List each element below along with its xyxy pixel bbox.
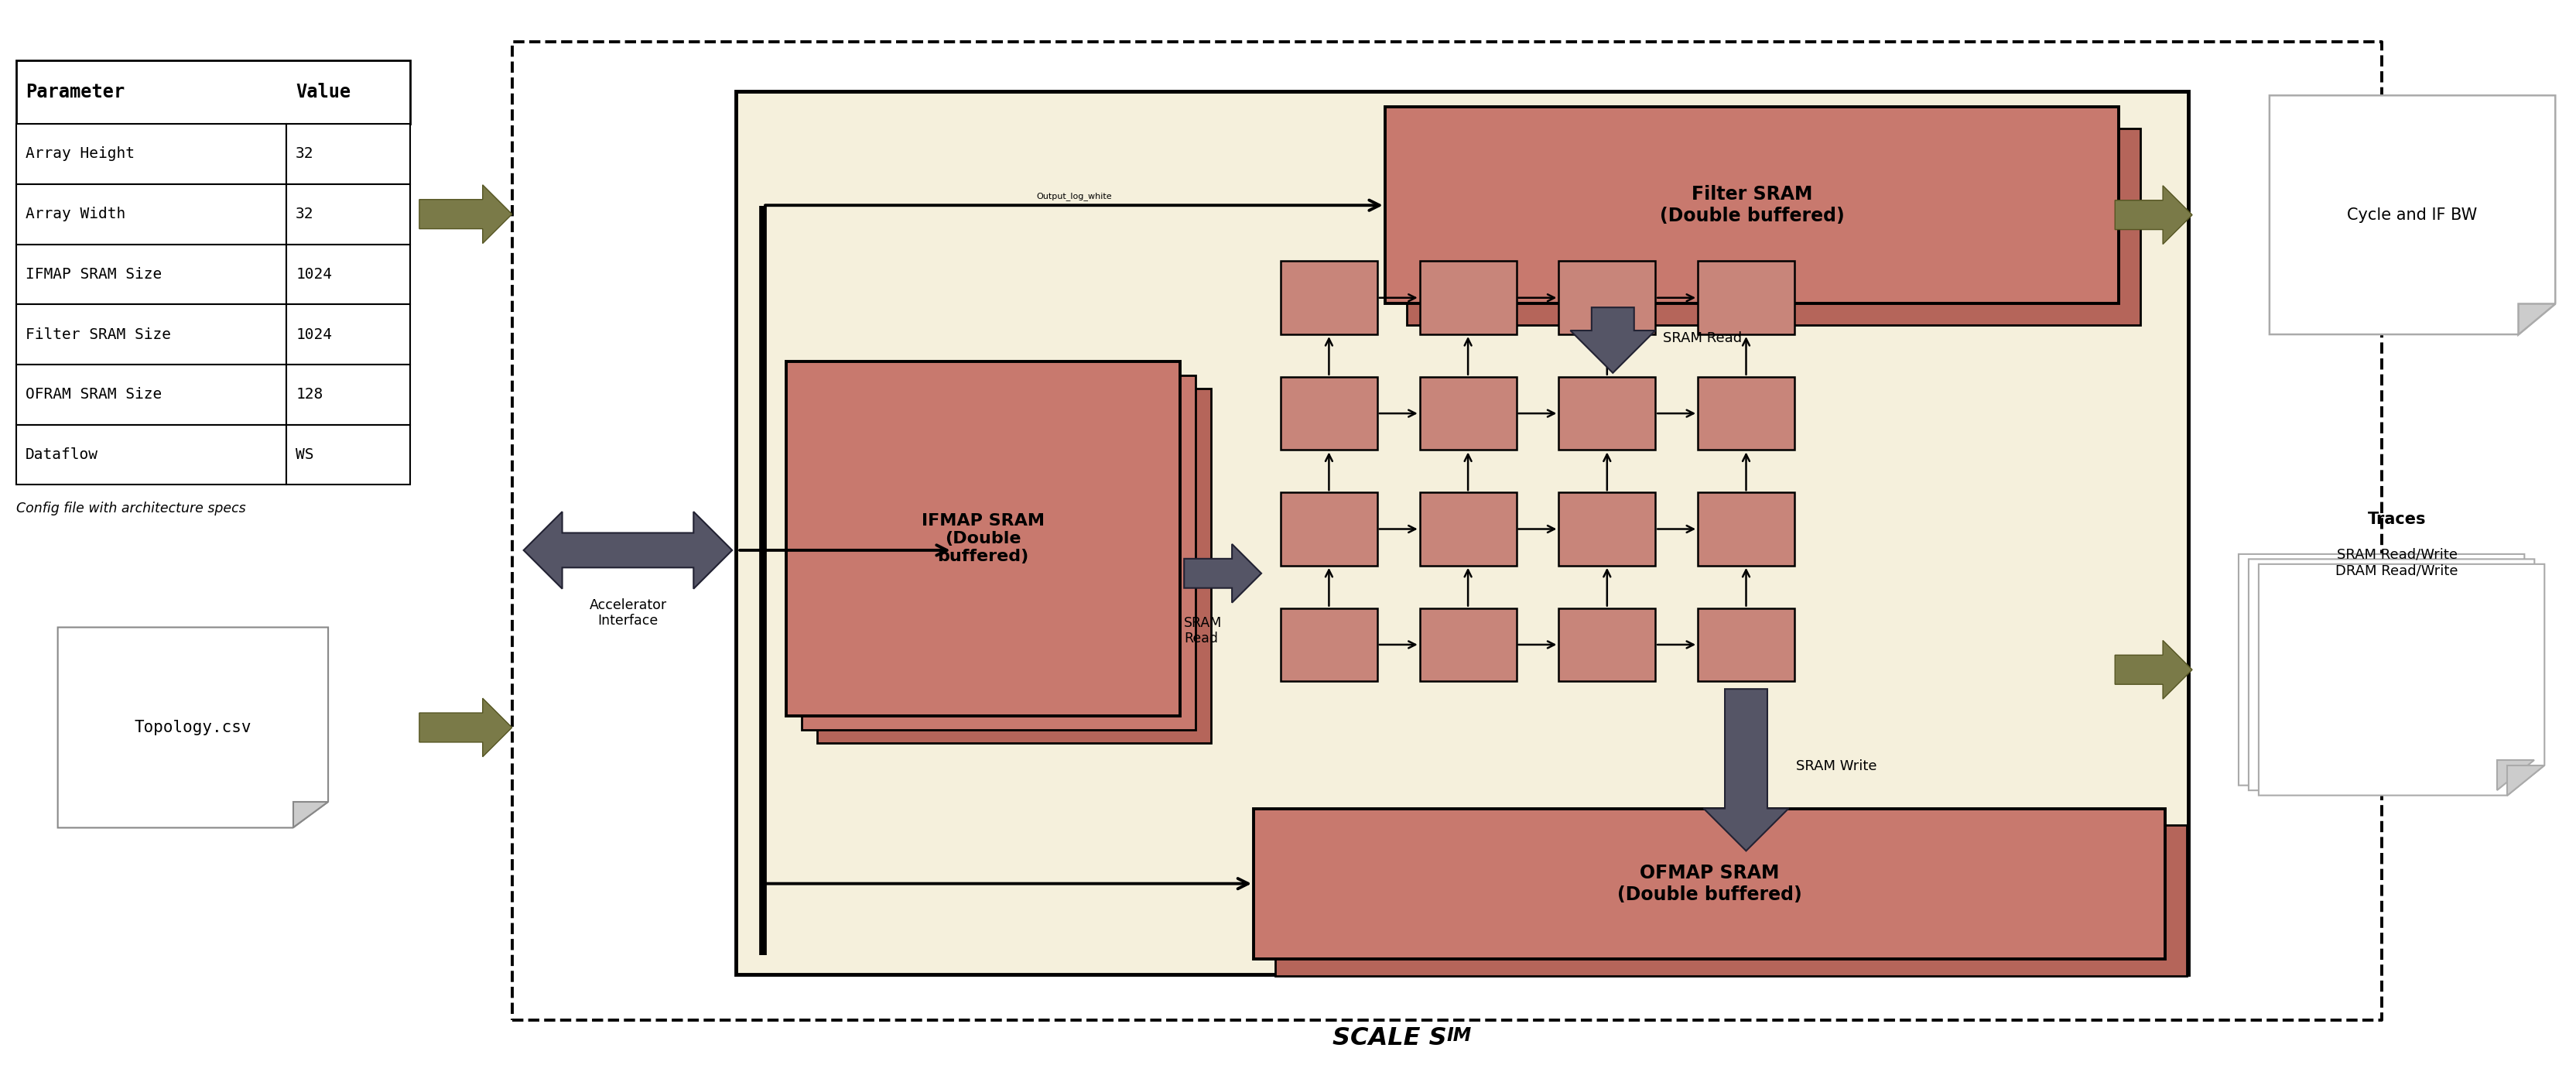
Polygon shape — [2506, 766, 2545, 796]
Polygon shape — [57, 627, 327, 828]
Polygon shape — [523, 511, 732, 589]
Polygon shape — [2269, 96, 2555, 334]
Bar — [286, 305, 410, 364]
Text: SRAM Read/Write
DRAM Read/Write: SRAM Read/Write DRAM Read/Write — [2336, 547, 2458, 578]
Text: SRAM
Read: SRAM Read — [1185, 616, 1221, 645]
Bar — [1280, 377, 1378, 450]
Polygon shape — [420, 185, 513, 244]
Bar — [15, 184, 286, 244]
Polygon shape — [2488, 755, 2524, 785]
Polygon shape — [1185, 544, 1262, 603]
Bar — [1419, 608, 1517, 682]
Text: WS: WS — [296, 447, 314, 462]
Bar — [786, 361, 1180, 716]
Bar — [15, 244, 286, 305]
Polygon shape — [2519, 304, 2555, 334]
Text: Traces: Traces — [2367, 511, 2427, 527]
Text: Parameter: Parameter — [26, 83, 124, 101]
Text: 1024: 1024 — [296, 327, 332, 342]
Polygon shape — [2239, 554, 2524, 785]
Bar — [15, 305, 286, 364]
Bar — [1280, 261, 1378, 334]
Bar — [801, 375, 1195, 730]
Bar — [15, 61, 410, 124]
Bar — [1280, 608, 1378, 682]
Polygon shape — [420, 699, 513, 757]
Bar — [286, 124, 410, 184]
Bar — [817, 389, 1211, 743]
Polygon shape — [1571, 308, 1656, 373]
Polygon shape — [2115, 185, 2192, 244]
Text: IFMAP SRAM Size: IFMAP SRAM Size — [26, 267, 162, 281]
Text: 32: 32 — [296, 147, 314, 162]
Text: IM: IM — [1448, 1027, 1471, 1045]
Polygon shape — [2115, 640, 2192, 699]
Text: Dataflow: Dataflow — [26, 447, 98, 462]
Bar — [1698, 261, 1795, 334]
Bar — [1558, 608, 1656, 682]
Bar — [1419, 261, 1517, 334]
Text: OFRAM SRAM Size: OFRAM SRAM Size — [26, 388, 162, 402]
Text: IFMAP SRAM
(Double
buffered): IFMAP SRAM (Double buffered) — [922, 513, 1046, 564]
Bar — [286, 364, 410, 425]
Text: SCALE S: SCALE S — [1332, 1027, 1448, 1050]
Bar — [1280, 492, 1378, 566]
Polygon shape — [2259, 564, 2545, 796]
Text: Config file with architecture specs: Config file with architecture specs — [15, 502, 245, 515]
Bar — [1698, 492, 1795, 566]
Text: Topology.csv: Topology.csv — [134, 720, 252, 735]
Text: Array Width: Array Width — [26, 207, 126, 222]
Bar — [15, 124, 286, 184]
Bar — [286, 425, 410, 485]
Bar — [1698, 377, 1795, 450]
Bar — [286, 184, 410, 244]
Bar — [1558, 377, 1656, 450]
Bar — [1255, 808, 2166, 958]
Bar — [1558, 261, 1656, 334]
Bar — [1419, 377, 1517, 450]
Polygon shape — [1703, 689, 1788, 851]
Bar — [1406, 129, 2141, 325]
Polygon shape — [2249, 559, 2535, 790]
Polygon shape — [294, 802, 327, 828]
Bar — [1558, 492, 1656, 566]
Bar — [15, 364, 286, 425]
Text: 128: 128 — [296, 388, 322, 402]
Bar — [737, 92, 2190, 974]
Bar — [1275, 825, 2187, 976]
Text: Array Height: Array Height — [26, 147, 134, 162]
Text: Cycle and IF BW: Cycle and IF BW — [2347, 208, 2478, 223]
Text: Filter SRAM
(Double buffered): Filter SRAM (Double buffered) — [1659, 185, 1844, 226]
Text: Output_log_white: Output_log_white — [1036, 192, 1113, 200]
Bar — [1698, 608, 1795, 682]
Bar — [1419, 492, 1517, 566]
Text: SRAM Write: SRAM Write — [1795, 759, 1878, 773]
Bar — [286, 244, 410, 305]
Bar — [15, 425, 286, 485]
Text: SRAM Read: SRAM Read — [1664, 331, 1741, 345]
Text: 32: 32 — [296, 207, 314, 222]
Text: Filter SRAM Size: Filter SRAM Size — [26, 327, 170, 342]
Text: Value: Value — [296, 83, 350, 101]
Bar — [513, 42, 2380, 1020]
Text: OFMAP SRAM
(Double buffered): OFMAP SRAM (Double buffered) — [1618, 864, 1801, 904]
Text: 1024: 1024 — [296, 267, 332, 281]
Polygon shape — [2496, 760, 2535, 790]
Bar — [1386, 106, 2120, 304]
Text: Accelerator
Interface: Accelerator Interface — [590, 599, 667, 628]
